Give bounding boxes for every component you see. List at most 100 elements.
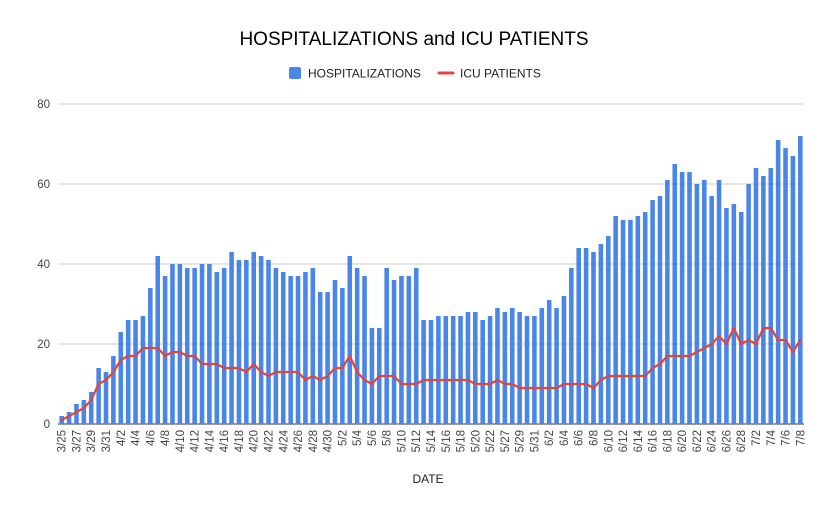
hospitalization-bar — [613, 216, 618, 424]
hospitalization-bar — [162, 276, 168, 424]
x-tick-label: 6/22 — [692, 430, 704, 452]
x-tick-label: 7/2 — [751, 430, 763, 446]
x-tick-label: 5/10 — [396, 430, 408, 452]
hospitalization-bar — [465, 312, 471, 424]
hospitalization-bar — [347, 256, 353, 424]
x-tick-label: 5/14 — [426, 429, 438, 452]
x-tick-label: 6/16 — [648, 430, 660, 452]
hospitalization-bar — [362, 276, 367, 424]
y-tick-label: 40 — [37, 259, 50, 271]
hospitalization-bar — [310, 268, 316, 424]
x-tick-label: 5/4 — [352, 429, 364, 446]
hospitalization-bar — [642, 212, 648, 424]
hospitalization-bar — [207, 264, 212, 424]
hospitalization-bar — [413, 268, 419, 424]
hospitalization-bar — [317, 292, 323, 424]
hospitalization-bar — [591, 252, 596, 424]
x-tick-label: 6/24 — [707, 429, 719, 452]
hospitalization-bar — [665, 180, 670, 424]
hospitalization-bar — [244, 260, 249, 424]
legend-label-hospitalizations: HOSPITALIZATIONS — [308, 67, 421, 81]
x-tick-label: 4/8 — [160, 430, 172, 446]
hospitalization-bar — [546, 300, 552, 424]
hospitalization-bar — [436, 316, 441, 424]
hospitalization-bar — [561, 296, 567, 424]
hospitalization-bar — [111, 356, 116, 424]
x-tick-label: 4/22 — [264, 430, 276, 452]
hospitalization-bar — [783, 148, 788, 424]
x-tick-label: 6/10 — [603, 430, 615, 452]
hospitalization-bar — [679, 172, 685, 424]
x-axis-title: DATE — [412, 472, 443, 486]
hospitalization-bar — [569, 268, 574, 424]
x-tick-label: 5/20 — [470, 430, 482, 452]
x-tick-label: 5/2 — [337, 430, 349, 446]
hospitalization-bar — [458, 316, 463, 424]
x-tick-label: 4/2 — [116, 430, 128, 446]
hospitalization-bar — [81, 400, 87, 424]
x-tick-label: 4/14 — [204, 429, 216, 452]
hospitalization-bar — [340, 288, 345, 424]
y-tick-label: 60 — [37, 179, 50, 191]
hospitalization-bar — [74, 404, 79, 424]
x-tick-label: 4/20 — [249, 430, 261, 452]
x-tick-label: 6/4 — [559, 429, 571, 446]
hospitalization-bar — [406, 276, 412, 424]
x-tick-label: 7/8 — [795, 430, 807, 446]
hospitalization-bar — [738, 212, 744, 424]
x-tick-label: 7/4 — [766, 429, 778, 446]
hospitalization-bar — [495, 308, 500, 424]
x-tick-label: 7/6 — [781, 430, 793, 446]
hospitalization-bar — [273, 268, 279, 424]
hospitalization-bar — [184, 268, 190, 424]
hospitalization-bar — [384, 268, 389, 424]
hospitalization-bar — [687, 172, 692, 424]
hospitalization-bar — [66, 412, 72, 424]
chart-title: HOSPITALIZATIONS and ICU PATIENTS — [239, 29, 588, 50]
x-tick-label: 5/16 — [441, 430, 453, 452]
x-tick-label: 6/8 — [588, 430, 600, 446]
hospitalization-bar — [480, 320, 485, 424]
x-tick-label: 4/10 — [175, 430, 187, 452]
hospitalization-bar — [731, 204, 737, 424]
hospitalization-bar — [709, 196, 714, 424]
hospitalization-bar — [672, 164, 678, 424]
hospitalization-bar — [177, 264, 183, 424]
y-tick-label: 80 — [37, 99, 50, 111]
hospitalization-bar — [761, 176, 766, 424]
hospitalization-bar — [214, 272, 220, 424]
x-axis-ticks: 3/25 3/27 3/29 3/31 4/2 4/4 4/6 4/8 4/10 4/12 4/14… — [57, 429, 808, 452]
hospitalization-bar — [554, 308, 559, 424]
x-tick-label: 3/31 — [101, 430, 113, 452]
hospitalization-bar — [325, 292, 330, 424]
hospitalization-bar — [524, 316, 530, 424]
hospitalization-bar — [103, 372, 109, 424]
x-tick-label: 4/16 — [219, 430, 231, 452]
legend-swatch-hospitalizations — [289, 67, 301, 79]
hospitalization-bar — [236, 260, 242, 424]
hospitalization-bar — [768, 168, 774, 424]
x-tick-label: 3/25 — [57, 430, 69, 452]
x-tick-label: 4/26 — [293, 430, 305, 452]
hospitalization-bar — [354, 268, 360, 424]
x-tick-label: 6/2 — [544, 430, 556, 446]
x-tick-label: 3/29 — [86, 430, 98, 452]
hospitalization-bar — [635, 216, 641, 424]
x-tick-label: 4/18 — [234, 430, 246, 452]
hospitalization-bar — [133, 320, 138, 424]
x-tick-label: 5/12 — [411, 430, 423, 452]
hospitalization-bar — [798, 136, 803, 424]
legend-label-icu: ICU PATIENTS — [460, 67, 541, 81]
hospitalization-bar — [428, 320, 434, 424]
hospitalization-bar — [369, 328, 375, 424]
x-tick-label: 5/31 — [529, 430, 541, 452]
hospitalization-bar — [421, 320, 426, 424]
x-tick-label: 4/4 — [131, 429, 143, 446]
hospitalization-bar — [199, 264, 205, 424]
hospitalization-bar — [229, 252, 234, 424]
hospitalization-bar — [170, 264, 175, 424]
hospitalization-bar — [628, 220, 633, 424]
hospitalization-bar — [391, 280, 397, 424]
x-tick-label: 4/24 — [278, 429, 290, 452]
y-axis-ticks: 0 20 40 60 80 — [37, 99, 50, 431]
